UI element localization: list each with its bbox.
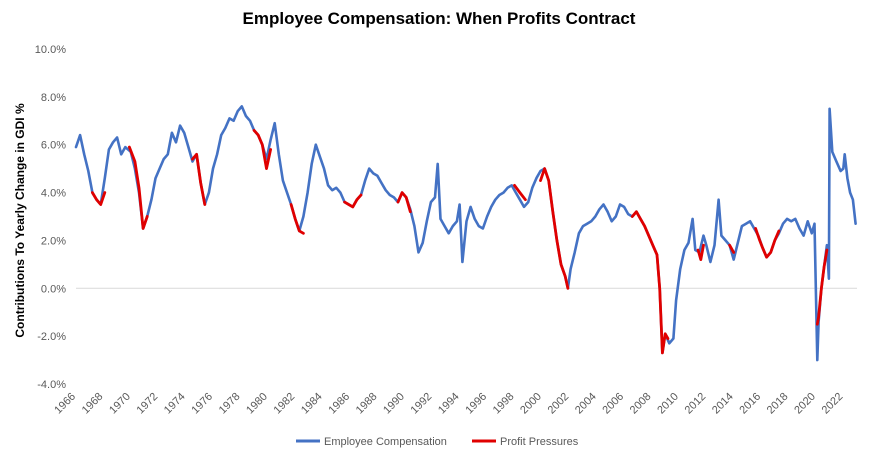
profit-pressures-segment [289,203,305,235]
x-tick-label: 2018 [765,391,791,417]
x-tick-label: 2022 [820,391,846,417]
profit-pressures-segment [396,191,412,214]
x-tick-label: 2020 [792,391,818,417]
profit-pressures-segment [343,193,363,209]
y-tick-label: -4.0% [37,379,66,391]
x-tick-label: 2016 [737,391,763,417]
x-tick-label: 2000 [518,391,544,417]
profit-pressures-segment [91,191,107,206]
profit-pressures-segment [754,227,781,259]
legend-label-profit-pressures: Profit Pressures [500,436,579,448]
y-tick-label: 4.0% [41,188,66,200]
y-tick-label: 6.0% [41,140,66,152]
x-tick-label: 1992 [409,391,435,417]
profit-pressures-segment [128,145,149,230]
profit-pressures-segment [630,210,670,355]
y-tick-label: -2.0% [37,331,66,343]
x-tick-label: 1976 [189,391,215,417]
x-tick-label: 1986 [326,391,352,417]
x-tick-label: 2010 [655,391,681,417]
profit-pressures-segment [728,243,736,254]
profit-pressures-segment [539,167,570,290]
y-tick-label: 2.0% [41,235,66,247]
x-tick-label: 1970 [107,391,133,417]
x-tick-label: 1988 [354,391,380,417]
x-tick-label: 2014 [710,391,736,417]
employee-compensation-line [74,105,857,362]
y-axis-label: Contributions To Yearly Change in GDI % [13,103,27,338]
x-tick-label: 1974 [162,391,188,417]
profit-pressures-segment [252,129,272,170]
x-tick-label: 2008 [628,391,654,417]
x-tick-label: 2012 [683,391,709,417]
x-tick-label: 1966 [52,391,78,417]
y-tick-label: 10.0% [35,44,66,56]
x-tick-label: 1996 [463,391,489,417]
profit-pressures-segment [815,248,829,326]
x-tick-label: 1982 [272,391,298,417]
x-tick-label: 1990 [381,391,407,417]
x-tick-label: 2002 [546,391,572,417]
chart-title: Employee Compensation: When Profits Cont… [242,9,636,28]
x-tick-label: 1994 [436,391,462,417]
profit-pressures-segment [513,184,527,202]
y-tick-label: 0.0% [41,283,66,295]
x-tick-label: 1984 [299,391,325,417]
x-tick-label: 1980 [244,391,270,417]
x-tick-label: 1998 [491,391,517,417]
x-tick-label: 2006 [600,391,626,417]
x-tick-label: 1968 [80,391,106,417]
profit-pressures-segment [696,243,705,261]
profit-pressures-segment [191,152,207,206]
x-tick-label: 1972 [135,391,161,417]
x-tick-label: 2004 [573,391,599,417]
x-tick-label: 1978 [217,391,243,417]
legend-label-employee-compensation: Employee Compensation [324,436,447,448]
y-tick-label: 8.0% [41,92,66,104]
